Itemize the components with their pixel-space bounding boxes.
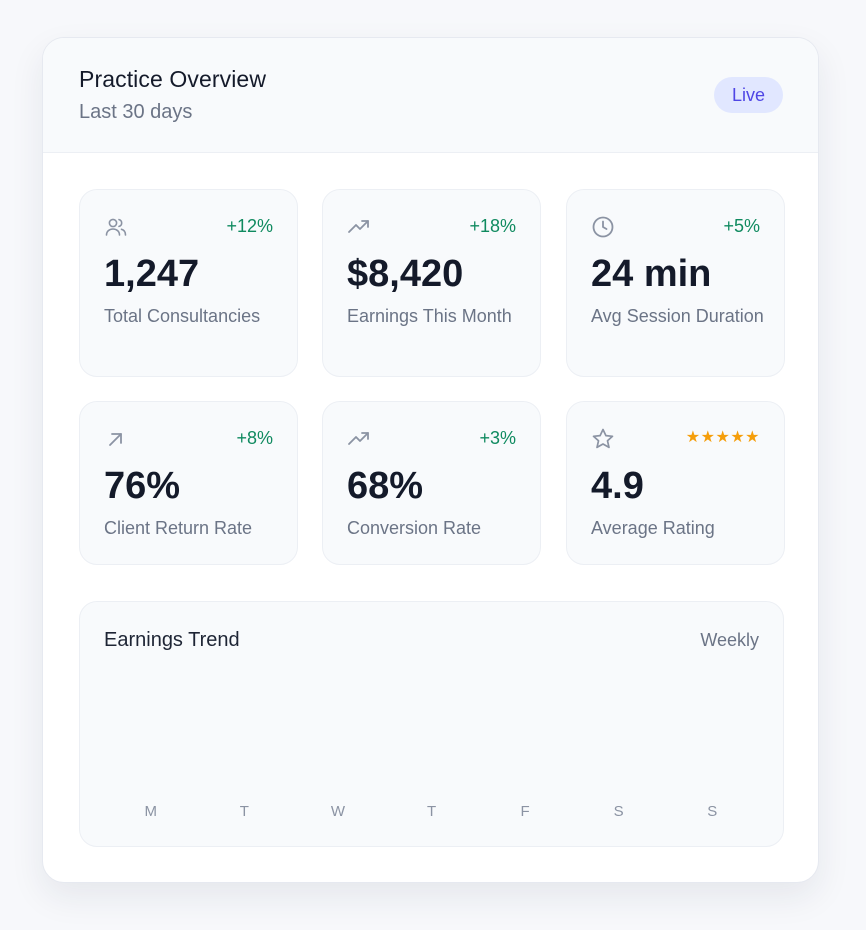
stat-card-client-return: +8% 76% Client Return Rate xyxy=(79,401,298,565)
earnings-trend-panel: Earnings Trend Weekly M T W T F S S xyxy=(79,601,784,847)
day-label: T xyxy=(239,803,249,820)
trending-up-icon xyxy=(347,427,371,451)
change-badge: +12% xyxy=(226,216,273,236)
stat-value: 1,247 xyxy=(104,253,200,295)
stat-label: Conversion Rate xyxy=(347,518,482,538)
stat-value: 68% xyxy=(347,465,424,507)
stat-card-average-rating: ★★★★★ 4.9 Average Rating xyxy=(566,401,785,565)
day-label: W xyxy=(330,803,346,820)
stat-label: Avg Session Duration xyxy=(591,306,764,326)
page-title: Practice Overview xyxy=(79,66,267,92)
date-range-subtitle: Last 30 days xyxy=(79,101,193,123)
users-icon xyxy=(104,215,128,239)
day-label: S xyxy=(707,803,718,820)
trending-up-icon xyxy=(347,215,371,239)
trend-title: Earnings Trend xyxy=(104,629,240,651)
stat-value: $8,420 xyxy=(347,253,464,295)
change-badge: +3% xyxy=(479,428,516,448)
stat-value: 24 min xyxy=(591,253,712,295)
day-axis: M T W T F S S xyxy=(104,803,759,820)
stat-label: Average Rating xyxy=(591,518,715,538)
stat-card-avg-session: +5% 24 min Avg Session Duration xyxy=(566,189,785,377)
arrow-up-right-icon xyxy=(104,427,128,451)
practice-overview-card: Practice Overview Last 30 days Live +12%… xyxy=(42,37,819,883)
stat-value: 76% xyxy=(104,465,181,507)
change-badge: +8% xyxy=(236,428,273,448)
stat-value: 4.9 xyxy=(591,465,644,507)
rating-stars: ★★★★★ xyxy=(685,429,760,446)
day-label: M xyxy=(144,803,158,820)
stat-label: Total Consultancies xyxy=(104,306,261,326)
day-label: T xyxy=(426,803,437,820)
star-icon xyxy=(591,427,615,451)
stat-card-conversion: +3% 68% Conversion Rate xyxy=(322,401,541,565)
live-badge: Live xyxy=(713,77,783,113)
change-badge: +5% xyxy=(723,216,760,236)
stat-card-total-consultancies: +12% 1,247 Total Consultancies xyxy=(79,189,298,377)
stat-label: Client Return Rate xyxy=(104,518,253,538)
clock-icon xyxy=(591,215,615,239)
day-label: F xyxy=(520,803,530,820)
card-header: Practice Overview Last 30 days Live xyxy=(43,38,818,153)
stat-label: Earnings This Month xyxy=(347,306,512,326)
stat-card-earnings: +18% $8,420 Earnings This Month xyxy=(322,189,541,377)
change-badge: +18% xyxy=(469,216,516,236)
trend-period-toggle[interactable]: Weekly xyxy=(700,630,759,650)
day-label: S xyxy=(613,803,624,820)
